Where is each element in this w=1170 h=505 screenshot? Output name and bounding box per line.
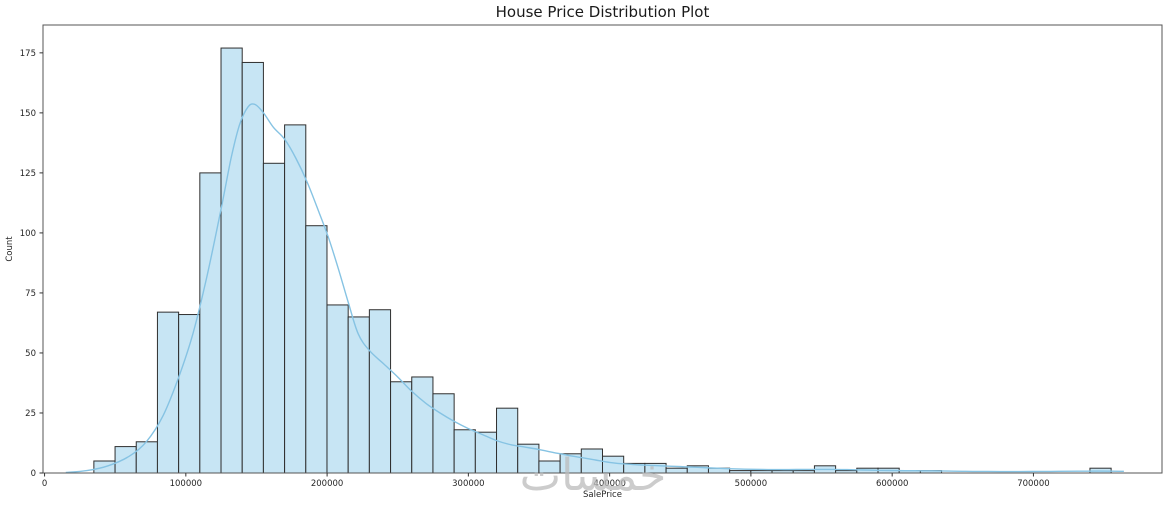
histogram-bar bbox=[665, 467, 688, 474]
y-tick-label: 75 bbox=[25, 289, 36, 299]
y-tick-label: 100 bbox=[20, 229, 36, 239]
kde-curve bbox=[65, 103, 1124, 474]
histogram-bar bbox=[305, 225, 328, 474]
chart-title: House Price Distribution Plot bbox=[496, 3, 710, 21]
histogram-bar bbox=[453, 429, 476, 474]
histogram-bars bbox=[93, 47, 1112, 474]
y-axis-label: Count bbox=[5, 236, 15, 262]
histogram-bar bbox=[135, 441, 158, 474]
histogram-bar bbox=[178, 314, 201, 474]
y-tick-label: 150 bbox=[20, 109, 36, 119]
histogram-bar bbox=[262, 162, 286, 474]
histogram-bar bbox=[474, 431, 498, 474]
histogram-bar bbox=[538, 460, 561, 474]
histogram-bar bbox=[496, 407, 519, 474]
x-tick-label: 0 bbox=[42, 479, 47, 489]
x-axis-label: SalePrice bbox=[583, 490, 622, 500]
x-tick-label: 300000 bbox=[452, 479, 484, 489]
histogram-bar bbox=[368, 309, 392, 474]
y-tick-label: 125 bbox=[20, 169, 36, 179]
y-tick-label: 175 bbox=[20, 49, 36, 59]
x-tick-label: 500000 bbox=[735, 479, 767, 489]
y-tick-label: 0 bbox=[31, 469, 36, 479]
histogram-bar bbox=[602, 455, 625, 474]
x-tick-label: 600000 bbox=[876, 479, 908, 489]
histogram-bar bbox=[241, 61, 264, 474]
histogram-bar bbox=[347, 316, 370, 474]
histogram-bar bbox=[284, 124, 307, 474]
histogram-bar bbox=[432, 393, 455, 474]
plot-border bbox=[42, 24, 1163, 474]
x-tick-label: 400000 bbox=[593, 479, 625, 489]
x-tick-label: 700000 bbox=[1017, 479, 1049, 489]
histogram-bar bbox=[199, 172, 222, 474]
y-tick-label: 25 bbox=[25, 409, 36, 419]
histogram-bar bbox=[411, 376, 434, 474]
histogram-bar bbox=[156, 311, 180, 474]
histogram-bar bbox=[326, 304, 349, 474]
histogram-bar bbox=[390, 381, 413, 474]
axis-ticks: 0 100000 200000 300000 400000 500000 600000 700… bbox=[20, 49, 1050, 489]
y-tick-label: 50 bbox=[25, 349, 36, 359]
x-tick-label: 200000 bbox=[311, 479, 343, 489]
x-tick-label: 100000 bbox=[170, 479, 202, 489]
histogram-bar bbox=[114, 446, 137, 474]
histogram-bar bbox=[220, 47, 243, 474]
